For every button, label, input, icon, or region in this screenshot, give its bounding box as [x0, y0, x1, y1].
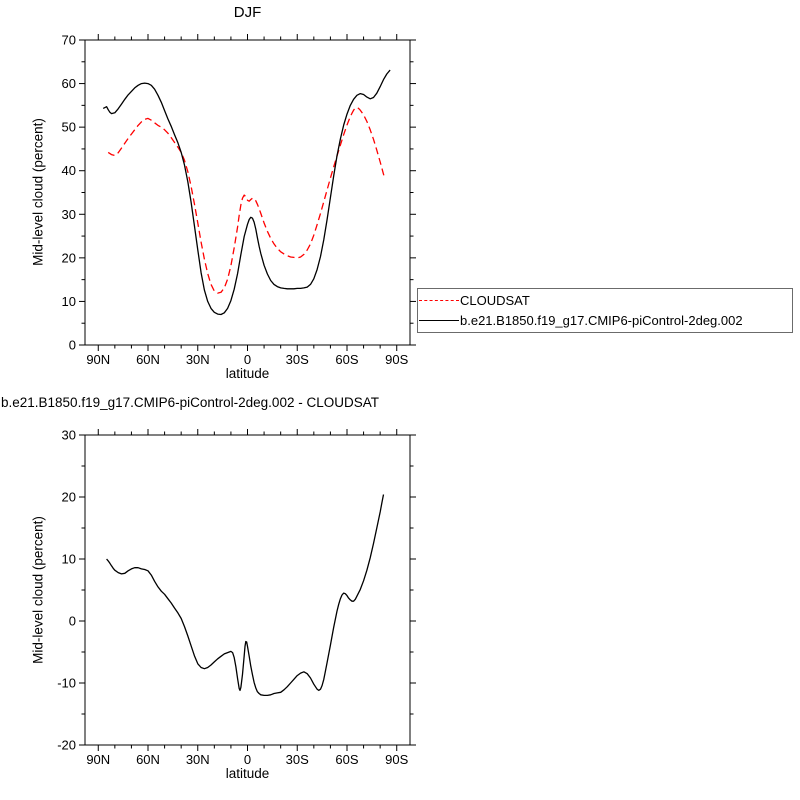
top-chart-x-tick-label: 90N [86, 352, 110, 367]
top-chart-x-tick-label: 30S [286, 352, 309, 367]
top-chart-ylabel: Mid-level cloud (percent) [30, 118, 46, 266]
bottom-chart-x-tick-label: 0 [244, 752, 251, 767]
legend-label-cloudsat: CLOUDSAT [460, 293, 530, 309]
top-chart-x-tick-label: 60N [136, 352, 160, 367]
top-chart-series-line [102, 69, 391, 316]
legend-dashed-line-sample [419, 300, 459, 302]
bottom-chart-title: b.e21.B1850.f19_g17.CMIP6-piControl-2deg… [1, 395, 379, 410]
top-chart-y-tick-label: 50 [62, 120, 76, 135]
bottom-chart-y-tick-label: -20 [57, 738, 76, 753]
legend-entry-cloudsat: CLOUDSAT [419, 291, 792, 310]
top-chart-y-tick-label: 30 [62, 207, 76, 222]
top-chart-y-tick-label: 10 [62, 294, 76, 309]
top-chart-y-tick-label: 70 [62, 33, 76, 48]
top-chart-x-tick-label: 60S [335, 352, 358, 367]
top-chart-y-tick-label: 0 [69, 338, 76, 353]
legend-entry-model: b.e21.B1850.f19_g17.CMIP6-piControl-2deg… [419, 311, 792, 330]
bottom-chart-series-line [106, 494, 385, 697]
bottom-chart-x-tick-label: 60S [335, 752, 358, 767]
top-chart-axes-frame [84, 39, 411, 346]
legend-solid-line-sample [419, 319, 459, 321]
top-chart-y-tick-label: 60 [62, 76, 76, 91]
top-chart-title: DJF [233, 4, 262, 21]
bottom-chart-axes-frame [84, 434, 411, 746]
bottom-chart-y-tick-label: 0 [69, 614, 76, 629]
top-chart-y-tick-label: 20 [62, 250, 76, 265]
legend-label-model: b.e21.B1850.f19_g17.CMIP6-piControl-2deg… [460, 312, 743, 328]
bottom-chart-ylabel: Mid-level cloud (percent) [30, 516, 46, 664]
top-chart-x-tick-label: 90S [385, 352, 408, 367]
top-chart-y-tick-label: 40 [62, 163, 76, 178]
bottom-chart-y-tick-label: 30 [62, 428, 76, 443]
bottom-chart-x-tick-label: 60N [136, 752, 160, 767]
bottom-chart-x-tick-label: 90N [86, 752, 110, 767]
top-chart-series-line [107, 106, 386, 294]
top-chart-x-tick-label: 30N [186, 352, 210, 367]
bottom-chart-x-tick-label: 30S [286, 752, 309, 767]
bottom-chart-y-tick-label: -10 [57, 676, 76, 691]
top-chart-xlabel: latitude [225, 366, 270, 381]
bottom-chart-y-tick-label: 10 [62, 552, 76, 567]
bottom-chart-xlabel: latitude [225, 766, 270, 781]
bottom-chart-y-tick-label: 20 [62, 490, 76, 505]
bottom-chart-x-tick-label: 30N [186, 752, 210, 767]
bottom-chart-x-tick-label: 90S [385, 752, 408, 767]
legend-box: CLOUDSAT b.e21.B1850.f19_g17.CMIP6-piCon… [417, 288, 793, 333]
top-chart-x-tick-label: 0 [244, 352, 251, 367]
